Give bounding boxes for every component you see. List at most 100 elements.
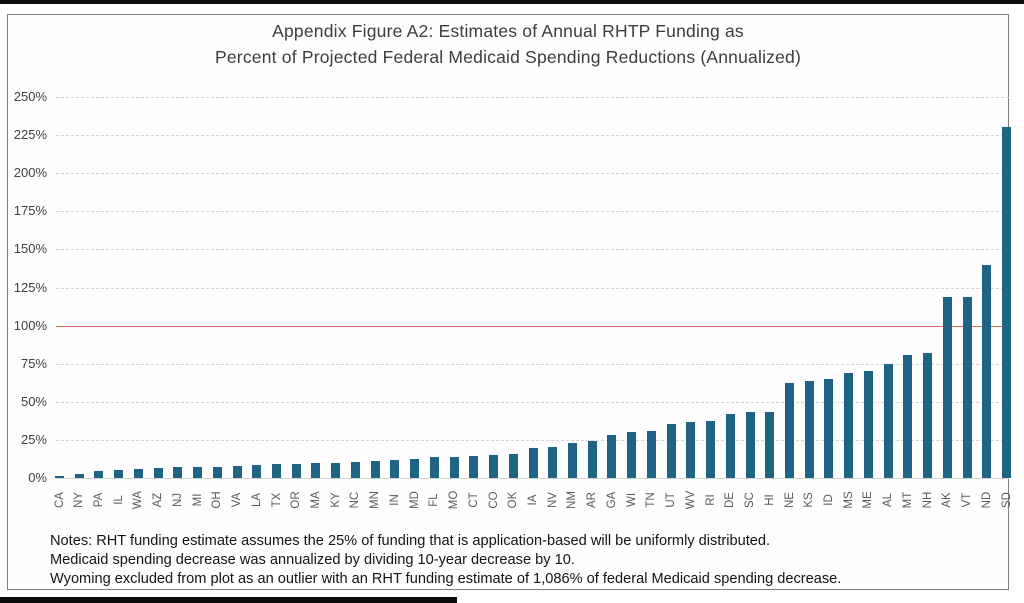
bar-HI: [765, 411, 775, 478]
y-tick-225: 225%: [13, 127, 47, 143]
bar-GA: [607, 435, 617, 478]
bar-UT: [666, 423, 676, 478]
x-tick-RI: RI: [704, 494, 717, 506]
x-tick-OK: OK: [507, 491, 520, 509]
x-tick-IN: IN: [388, 494, 401, 506]
x-tick-OR: OR: [290, 491, 303, 509]
screen-bottom-edge-strip: [0, 597, 457, 603]
bar-SC: [745, 411, 755, 478]
x-tick-NJ: NJ: [171, 492, 184, 508]
bar-AL: [883, 364, 893, 478]
bar-IL: [114, 470, 124, 478]
x-axis-labels: CA NY PA IL WA AZ NJ MI OH VA LA TX OR MA KY NC MN IN MD FL…: [53, 484, 1013, 524]
y-tick-100: 100%: [13, 317, 47, 333]
bar-KY: [331, 462, 341, 478]
bar-IA: [528, 448, 538, 478]
bar-MO: [449, 456, 459, 478]
bar-MA: [311, 462, 321, 478]
y-tick-0: 0%: [28, 470, 47, 485]
gridline-125: [56, 287, 1009, 289]
bar-AK: [942, 297, 952, 478]
gridline-250: [56, 97, 1009, 98]
x-tick-GA: GA: [605, 491, 618, 509]
x-tick-KY: KY: [329, 492, 342, 508]
bar-ID: [824, 378, 834, 478]
bar-NE: [785, 382, 794, 478]
x-tick-SC: SC: [744, 492, 757, 508]
y-tick-150: 150%: [13, 241, 47, 257]
x-tick-WI: WI: [625, 492, 638, 508]
x-tick-VT: VT: [961, 492, 974, 508]
x-tick-AR: AR: [586, 492, 599, 508]
note-line-1: Notes: RHT funding estimate assumes the …: [50, 533, 771, 549]
x-tick-NV: NV: [546, 492, 559, 508]
x-tick-CA: CA: [53, 492, 66, 508]
bar-MN: [370, 461, 380, 478]
bar-PA: [94, 471, 104, 478]
y-tick-50: 50%: [20, 393, 47, 409]
y-tick-25: 25%: [20, 431, 47, 447]
y-tick-250: 250%: [13, 89, 47, 104]
bar-WV: [686, 422, 696, 478]
bar-NM: [567, 442, 577, 478]
bar-CT: [469, 455, 479, 478]
x-tick-CT: CT: [467, 492, 480, 508]
x-tick-PA: PA: [92, 492, 105, 508]
gridline-25: [56, 439, 1009, 441]
x-tick-IL: IL: [112, 495, 125, 505]
x-tick-IA: IA: [527, 494, 540, 506]
bar-MI: [193, 467, 203, 478]
bar-FL: [429, 457, 439, 478]
y-tick-75: 75%: [20, 355, 47, 371]
gridline-50: [56, 401, 1009, 403]
x-tick-DE: DE: [724, 492, 737, 508]
x-tick-KS: KS: [803, 492, 816, 508]
bar-SD: [1002, 127, 1012, 478]
x-tick-VA: VA: [231, 492, 244, 508]
bar-OH: [212, 466, 222, 478]
chart-title-line-2: Percent of Projected Federal Medicaid Sp…: [215, 47, 801, 67]
gridline-75: [56, 363, 1009, 365]
bar-CA: [55, 475, 64, 478]
bar-VT: [962, 296, 972, 478]
x-tick-OH: OH: [211, 491, 224, 509]
bar-ND: [982, 264, 992, 478]
gridline-200: [56, 173, 1009, 175]
bar-TX: [272, 464, 282, 478]
x-tick-TX: TX: [270, 492, 283, 508]
bar-KS: [804, 381, 814, 478]
bar-IN: [390, 459, 400, 478]
bar-VA: [232, 465, 242, 478]
plot-area: [55, 97, 1012, 479]
chart-notes: Notes: RHT funding estimate assumes the …: [50, 532, 990, 589]
bar-MD: [410, 458, 420, 478]
x-tick-TN: TN: [645, 492, 658, 508]
gridline-150: [56, 249, 1009, 251]
gridline-175: [56, 211, 1009, 213]
bar-NJ: [173, 467, 183, 478]
x-tick-AK: AK: [941, 492, 954, 508]
x-tick-WA: WA: [132, 490, 145, 510]
bar-WI: [627, 432, 637, 478]
bar-LA: [252, 465, 262, 478]
x-tick-MD: MD: [408, 491, 421, 509]
x-tick-HI: HI: [763, 494, 776, 506]
bar-AZ: [153, 468, 163, 478]
x-tick-ME: ME: [862, 491, 875, 509]
bar-CO: [489, 455, 499, 478]
x-tick-MO: MO: [448, 490, 461, 510]
bar-OR: [291, 463, 301, 478]
bar-AR: [587, 441, 597, 478]
x-tick-NM: NM: [566, 491, 579, 509]
x-tick-WV: WV: [684, 490, 697, 510]
bar-MS: [844, 372, 854, 478]
x-tick-MN: MN: [369, 491, 382, 509]
x-tick-CO: CO: [487, 491, 500, 509]
x-tick-ND: ND: [980, 491, 993, 509]
bar-DE: [725, 414, 735, 478]
x-tick-MA: MA: [309, 491, 322, 509]
x-tick-AL: AL: [882, 492, 895, 508]
x-tick-NC: NC: [349, 491, 362, 509]
x-tick-FL: FL: [428, 493, 441, 507]
x-tick-LA: LA: [250, 492, 263, 508]
